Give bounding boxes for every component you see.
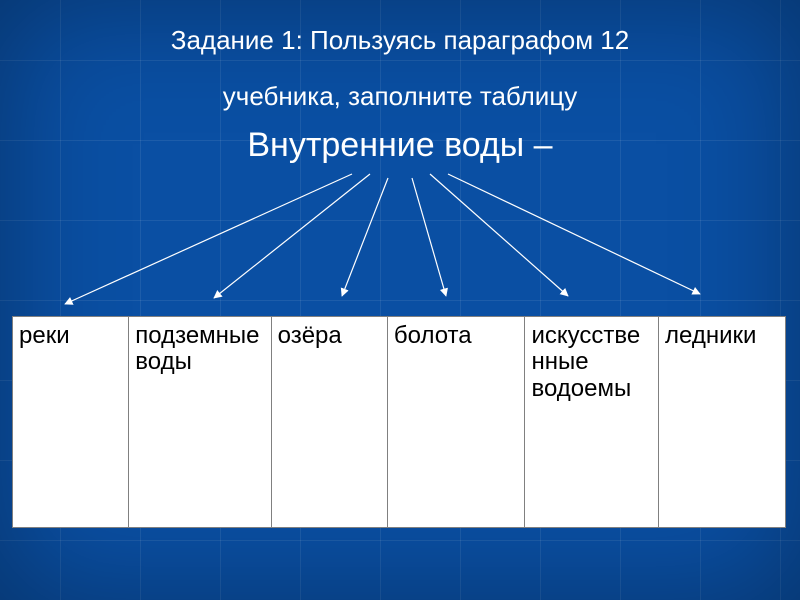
task-line-2: учебника, заполните таблицу [0, 60, 800, 116]
arrow-1 [65, 174, 352, 304]
water-types-table: рекиподземные водыозёраболотаискусственн… [12, 316, 786, 528]
table-cell-3: озёра [271, 317, 387, 528]
slide-root: Задание 1: Пользуясь параграфом 12 учебн… [0, 0, 800, 600]
table-cell-6: ледники [659, 317, 786, 528]
table-cell-2: подземные воды [129, 317, 271, 528]
arrows-group [0, 168, 800, 308]
arrow-3 [342, 178, 388, 296]
arrow-5 [430, 174, 568, 296]
table-row: рекиподземные водыозёраболотаискусственн… [13, 317, 786, 528]
task-line-1: Задание 1: Пользуясь параграфом 12 [0, 0, 800, 60]
arrow-4 [412, 178, 446, 296]
table-cell-5: искусственные водоемы [525, 317, 659, 528]
main-title: Внутренние воды – [0, 115, 800, 170]
arrow-6 [448, 174, 700, 294]
table-cell-4: болота [387, 317, 525, 528]
table-cell-1: реки [13, 317, 129, 528]
arrow-2 [214, 174, 370, 298]
